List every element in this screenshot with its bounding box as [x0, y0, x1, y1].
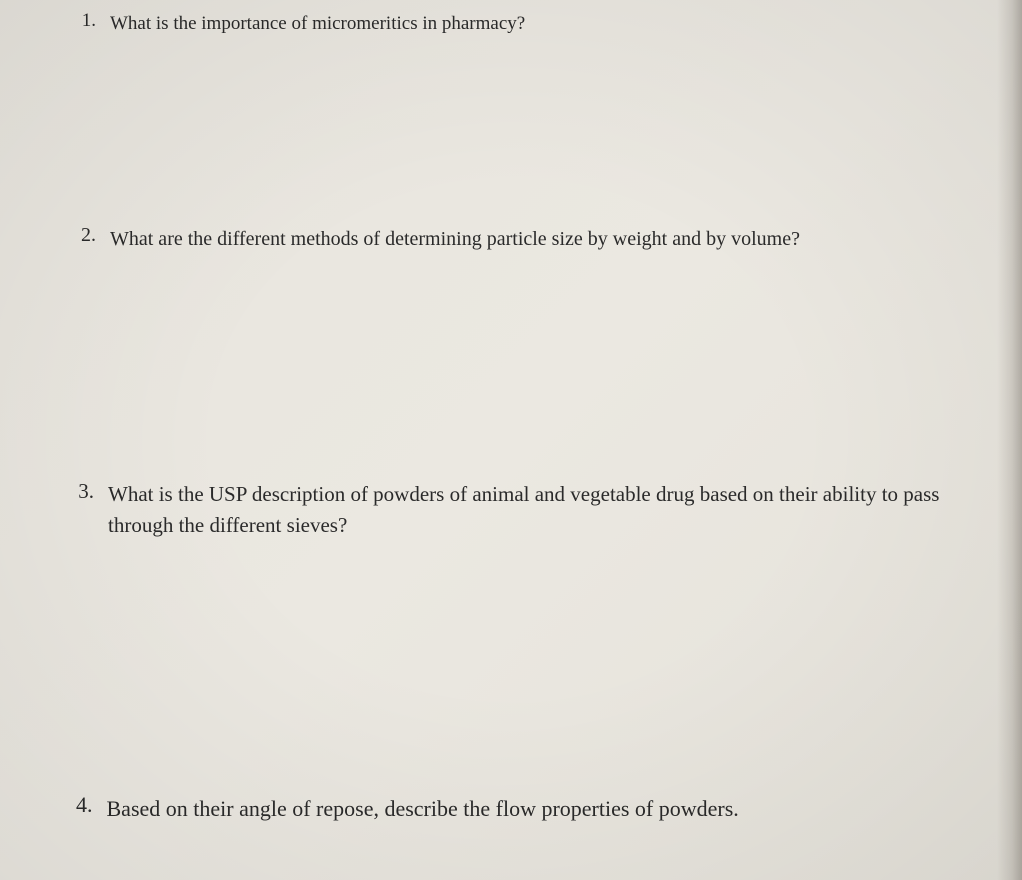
question-text: What are the different methods of determ… [110, 224, 982, 254]
question-number: 4. [76, 792, 107, 818]
question-number: 2. [80, 224, 110, 247]
question-row: 3. What is the USP description of powder… [78, 479, 982, 542]
question-text: Based on their angle of repose, describe… [107, 792, 983, 825]
question-number: 3. [78, 479, 108, 504]
question-row: 4. Based on their angle of repose, descr… [76, 792, 982, 825]
question-row: 1. What is the importance of micromeriti… [80, 10, 982, 39]
page-vignette [0, 0, 1022, 880]
question-text: What is the importance of micromeritics … [110, 10, 982, 39]
question-row: 2. What are the different methods of det… [80, 224, 982, 254]
page-edge-shadow [997, 0, 1022, 880]
question-1: 1. What is the importance of micromeriti… [70, 10, 982, 39]
question-4: 4. Based on their angle of repose, descr… [70, 792, 982, 825]
document-page: 1. What is the importance of micromeriti… [0, 0, 1022, 880]
question-3: 3. What is the USP description of powder… [70, 479, 982, 542]
question-text: What is the USP description of powders o… [108, 479, 982, 542]
question-2: 2. What are the different methods of det… [70, 224, 982, 254]
question-number: 1. [80, 10, 110, 32]
